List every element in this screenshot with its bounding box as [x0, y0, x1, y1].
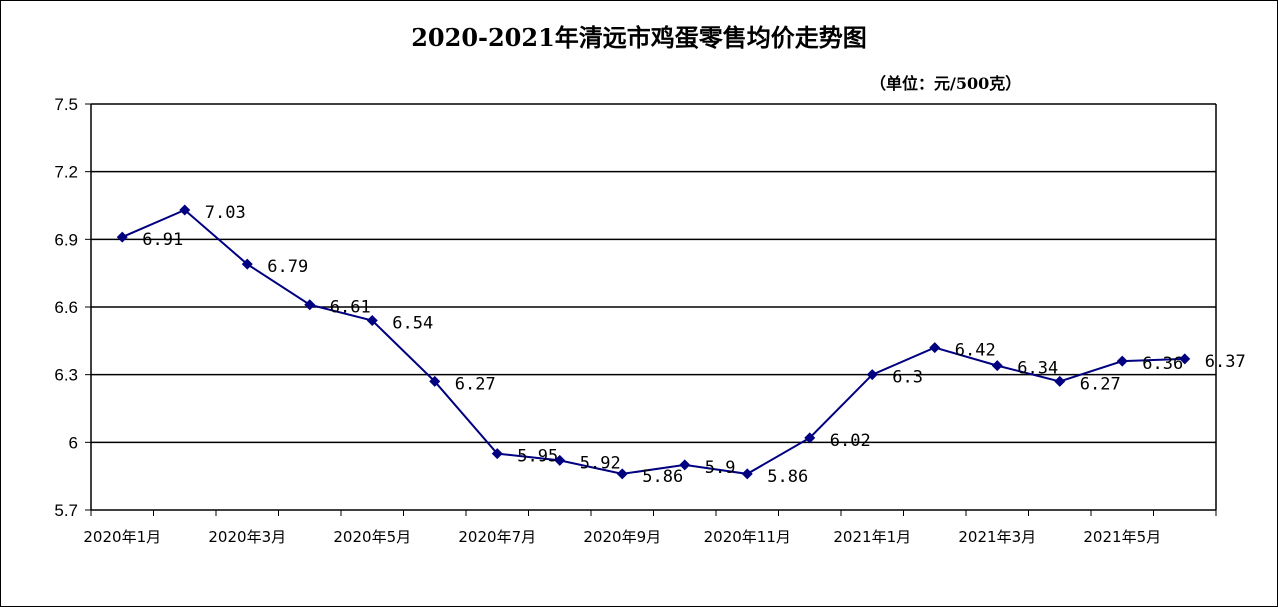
series-line — [121, 208, 1185, 475]
chart-title: 2020-2021年清远市鸡蛋零售均价走势图 — [411, 23, 867, 52]
data-point-marker — [1179, 353, 1191, 365]
data-label: 6.37 — [1205, 352, 1246, 372]
y-tick-label: 7.2 — [54, 163, 78, 182]
y-tick-label: 6.9 — [54, 230, 78, 249]
data-label: 7.03 — [205, 203, 246, 223]
data-label: 6.54 — [392, 314, 433, 334]
data-point-marker — [241, 258, 253, 270]
data-label: 5.9 — [705, 458, 736, 478]
data-label: 6.36 — [1142, 354, 1183, 374]
x-tick-label: 2020年7月 — [458, 528, 536, 546]
data-point-marker — [429, 375, 441, 387]
data-point-marker — [679, 459, 691, 471]
data-point-marker — [616, 468, 628, 480]
data-label: 6.61 — [330, 298, 371, 318]
data-point-marker — [179, 204, 191, 216]
data-point-marker — [366, 315, 378, 327]
data-point-marker — [554, 454, 566, 466]
data-point-marker — [804, 432, 816, 444]
data-label: 5.95 — [517, 447, 558, 467]
data-label: 6.34 — [1017, 359, 1058, 379]
y-tick-label: 7.5 — [54, 95, 78, 114]
x-tick-label: 2020年11月 — [704, 528, 791, 546]
data-point-marker — [866, 369, 878, 381]
x-tick-label: 2020年9月 — [583, 528, 661, 546]
data-label: 6.27 — [455, 374, 496, 394]
x-tick-label: 2020年1月 — [83, 528, 161, 546]
y-tick-label: 5.7 — [54, 501, 78, 520]
x-tick-label: 2020年5月 — [333, 528, 411, 546]
unit-note: （单位：元/500克） — [870, 74, 1022, 93]
data-point-marker — [929, 342, 941, 354]
data-label: 6.91 — [142, 230, 183, 250]
data-label: 6.3 — [892, 368, 923, 388]
data-label: 6.27 — [1080, 374, 1121, 394]
data-point-marker — [116, 231, 128, 243]
x-tick-label: 2021年1月 — [833, 528, 911, 546]
x-tick-label: 2021年3月 — [958, 528, 1036, 546]
data-point-marker — [991, 360, 1003, 372]
data-label: 5.86 — [767, 467, 808, 487]
y-tick-label: 6.3 — [54, 366, 78, 385]
data-point-marker — [491, 448, 503, 460]
y-tick-label: 6.6 — [54, 298, 78, 317]
x-tick-label: 2021年5月 — [1083, 528, 1161, 546]
data-label: 5.92 — [580, 453, 621, 473]
data-point-marker — [741, 468, 753, 480]
y-tick-label: 6 — [69, 433, 78, 452]
data-label: 6.42 — [955, 341, 996, 361]
data-label: 5.86 — [642, 467, 683, 487]
data-point-marker — [1054, 375, 1066, 387]
data-label: 6.02 — [830, 431, 871, 451]
data-label: 6.79 — [267, 257, 308, 277]
data-point-marker — [304, 299, 316, 311]
data-point-marker — [1116, 355, 1128, 367]
x-tick-label: 2020年3月 — [208, 528, 286, 546]
